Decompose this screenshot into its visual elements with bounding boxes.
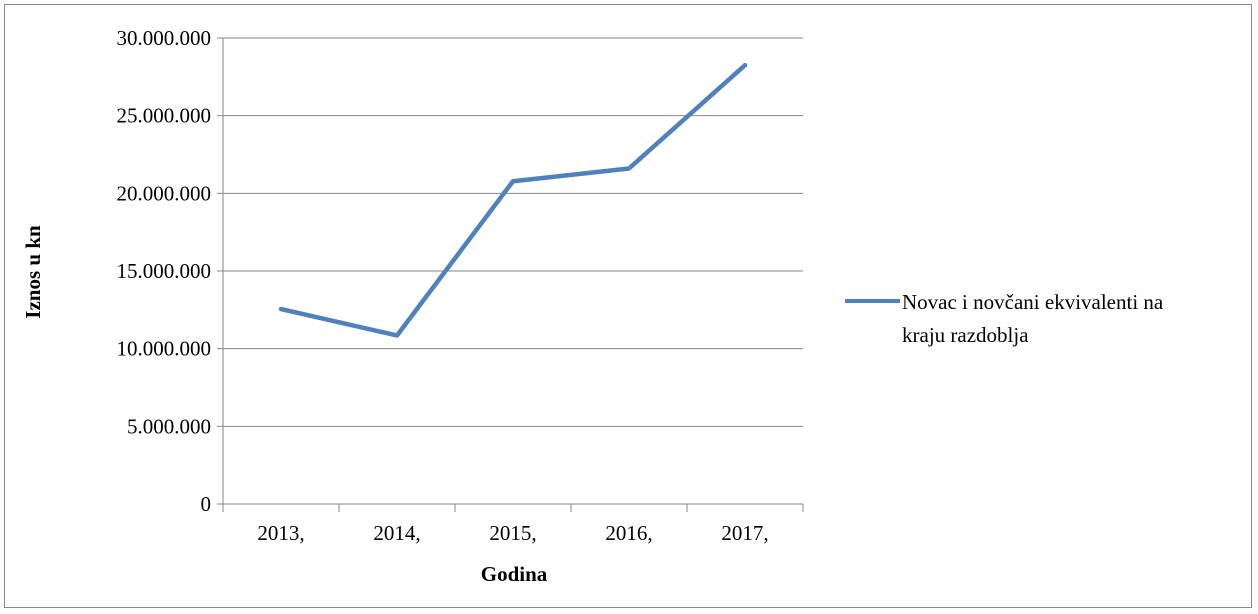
legend-label-line-2: kraju razdoblja (902, 323, 1029, 347)
y-tick-label: 30.000.000 (117, 26, 212, 50)
y-tick-label: 15.000.000 (117, 259, 212, 283)
series-layer (278, 62, 748, 338)
y-tick-label: 10.000.000 (117, 337, 212, 361)
x-tick-label: 2016, (605, 521, 652, 545)
y-tick-label: 25.000.000 (117, 104, 212, 128)
x-axis: 2013, 2014, 2015, 2016, 2017, (222, 503, 804, 545)
legend: Novac i novčani ekvivalenti na kraju raz… (845, 290, 1164, 347)
y-tick-label: 5.000.000 (127, 414, 211, 438)
y-tick-label: 20.000.000 (117, 181, 212, 205)
series-line (278, 62, 748, 338)
x-tick-label: 2013, (257, 521, 304, 545)
chart-frame (4, 4, 1252, 608)
y-axis-ticks: 0 5.000.000 10.000.000 15.000.000 20.000.000… (117, 26, 224, 516)
x-tick-label: 2017, (721, 521, 768, 545)
x-tick-label: 2014, (373, 521, 420, 545)
legend-label-line-1: Novac i novčani ekvivalenti na (902, 290, 1164, 314)
gridlines (223, 37, 803, 427)
y-axis-title: Iznos u kn (21, 225, 45, 319)
x-tick-label: 2015, (489, 521, 536, 545)
x-axis-title: Godina (481, 562, 548, 586)
y-tick-label: 0 (201, 492, 212, 516)
